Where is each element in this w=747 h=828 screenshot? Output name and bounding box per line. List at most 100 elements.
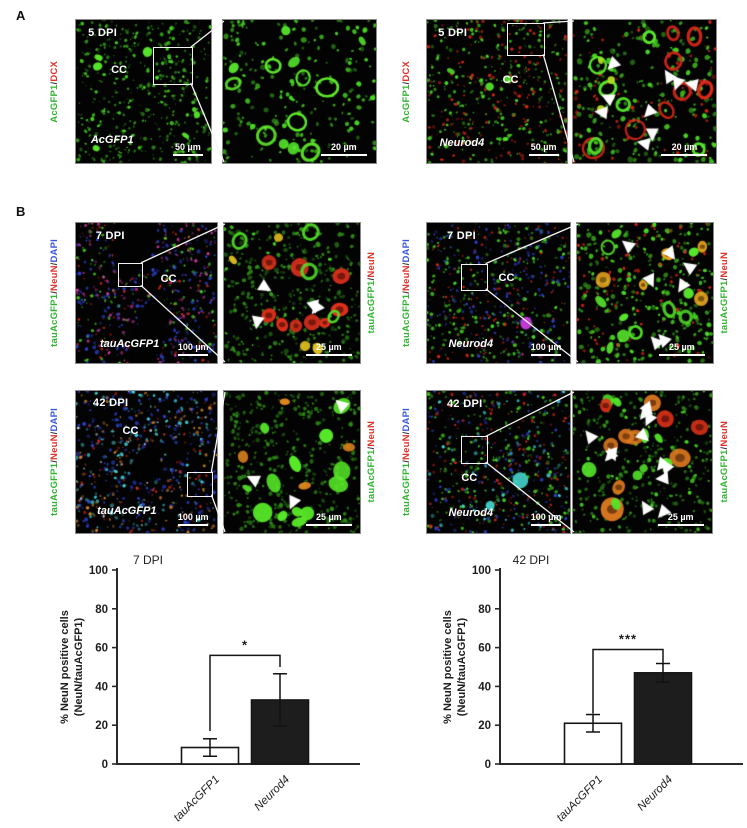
y-tick-label: 0 (102, 759, 108, 771)
channel-name: DAPI (400, 408, 412, 432)
scale-bar: 25 µm (658, 342, 705, 356)
channel-name: / (365, 277, 377, 281)
scale-bar: 100 µm (530, 511, 562, 526)
scale-bar-line (172, 153, 203, 156)
scale-bar: 25 µm (305, 511, 352, 526)
micrograph-a2-main: 5 DPI CC Neurod4 50 µm (427, 20, 567, 163)
y-tick-label: 0 (485, 759, 491, 771)
channel-name: / (718, 446, 730, 450)
channel-name: NeuN (365, 421, 377, 447)
zoom-region-box (118, 262, 143, 288)
scale-bar: 100 µm (178, 512, 209, 526)
channel-name: / (400, 431, 412, 435)
channel-name: NeuN (48, 434, 60, 461)
scale-bar-line (528, 153, 559, 156)
channel-side-label-text: AcGFP1/DCX (49, 61, 60, 123)
micrograph-canvas (224, 391, 360, 533)
y-tick-label: 40 (95, 681, 108, 693)
x-category-label: tauAcGFP1 (172, 774, 223, 825)
scale-bar-text: 100 µm (530, 511, 562, 522)
y-tick-label: 20 (95, 720, 108, 732)
y-tick-label: 80 (478, 604, 491, 616)
x-category-label: Neurod4 (635, 774, 675, 814)
significance-bracket (209, 654, 281, 732)
channel-name: tauAcGFP1 (48, 293, 60, 347)
dpi-label: 5 DPI (88, 27, 118, 40)
construct-label: Neurod4 (448, 507, 494, 520)
micrograph-b2r-zoom: 25 µm (573, 391, 712, 533)
x-category-label: tauAcGFP1 (555, 774, 606, 825)
scale-bar: 50 µm (172, 142, 203, 156)
channel-name: NeuN (365, 252, 377, 278)
panel-a-label: A (16, 8, 26, 23)
scale-bar-line (305, 354, 352, 356)
y-tick-label: 40 (478, 681, 491, 693)
zoom-region-box (461, 263, 488, 291)
y-axis-label-line2: (NeuN/tauAcGFP1) (456, 617, 468, 716)
channel-side-label-right: tauAcGFP1/NeuN (363, 391, 379, 533)
y-tick-label: 20 (478, 720, 491, 732)
micrograph-canvas (573, 20, 716, 163)
y-axis-label-line2: (NeuN/tauAcGFP1) (73, 617, 85, 716)
channel-name: DCX (48, 60, 60, 82)
construct-label: tauAcGFP1 (97, 504, 157, 517)
y-tick-label: 100 (472, 565, 491, 577)
channel-name: / (48, 81, 60, 85)
dpi-label: 5 DPI (438, 27, 468, 40)
scale-bar-text: 20 µm (671, 141, 698, 152)
scale-bar-line (531, 354, 562, 356)
channel-side-label-text: tauAcGFP1/NeuN (719, 252, 730, 333)
scale-bar-text: 25 µm (315, 511, 342, 522)
zoom-region-box (460, 436, 488, 464)
scale-bar-line (305, 523, 352, 526)
channel-name: DCX (400, 60, 412, 82)
channel-side-label-text: tauAcGFP1/NeuN (366, 252, 377, 333)
channel-name: / (365, 446, 377, 450)
channel-name: AcGFP1 (48, 84, 60, 123)
scale-bar-text: 100 µm (177, 511, 209, 522)
scale-bar-text: 25 µm (668, 342, 695, 352)
channel-side-label-left: tauAcGFP1/NeuN/DAPI (46, 223, 62, 363)
channel-name: / (400, 291, 412, 294)
channel-name: / (48, 262, 60, 266)
micrograph-canvas (76, 391, 217, 533)
channel-side-label-text: tauAcGFP1/NeuN/DAPI (401, 239, 412, 347)
scale-bar-text: 20 µm (330, 141, 357, 152)
dpi-label: 42 DPI (92, 396, 129, 409)
micrograph-canvas (573, 391, 712, 533)
channel-side-label-text: tauAcGFP1/NeuN/DAPI (49, 239, 60, 347)
micrograph-b1l-zoom: 25 µm (224, 223, 360, 363)
y-axis-label-line1: % NeuN positive cells (442, 610, 454, 724)
construct-label: Neurod4 (439, 137, 485, 150)
channel-name: tauAcGFP1 (718, 449, 730, 503)
y-tick-label: 60 (95, 643, 108, 655)
scale-bar: 100 µm (531, 342, 562, 356)
micrograph-b1r-main: 7 DPI CC Neurod4 100 µm (427, 223, 570, 363)
channel-name: tauAcGFP1 (400, 293, 412, 347)
micrograph-b2l-main: 42 DPI CC tauAcGFP1 100 µm (76, 391, 217, 533)
channel-name: DAPI (48, 408, 60, 432)
scale-bar-text: 100 µm (177, 342, 209, 352)
channel-name: / (400, 262, 412, 266)
micrograph-b1r-zoom: 25 µm (577, 223, 713, 363)
micrograph-a1-main: 5 DPI CC AcGFP1 50 µm (76, 20, 211, 163)
channel-name: tauAcGFP1 (400, 462, 412, 516)
panel-b-label: B (16, 204, 26, 219)
channel-name: DAPI (48, 239, 60, 263)
channel-side-label-text: tauAcGFP1/NeuN (719, 421, 730, 502)
channel-side-label-right: tauAcGFP1/NeuN (716, 391, 732, 533)
channel-side-label-text: tauAcGFP1/NeuN/DAPI (49, 408, 60, 516)
channel-name: tauAcGFP1 (48, 462, 60, 516)
channel-name: / (400, 460, 412, 463)
channel-name: DAPI (400, 239, 412, 263)
bar-chart-42dpi: 42 DPI 0 20 40 60 80 100 % NeuN positive cells(… (442, 553, 743, 825)
channel-side-label-right: tauAcGFP1/NeuN (363, 223, 379, 363)
channel-side-label-left: AcGFP1/DCX (398, 20, 414, 163)
anatomical-label-cc: CC (461, 471, 478, 484)
scale-bar-line (658, 354, 705, 356)
scale-bar-line (657, 523, 704, 526)
y-tick-label: 100 (89, 565, 108, 577)
zoom-region-box (187, 471, 214, 497)
zoom-region-box (152, 47, 193, 85)
micrograph-b1l-main: 7 DPI CC tauAcGFP1 100 µm (76, 223, 217, 363)
